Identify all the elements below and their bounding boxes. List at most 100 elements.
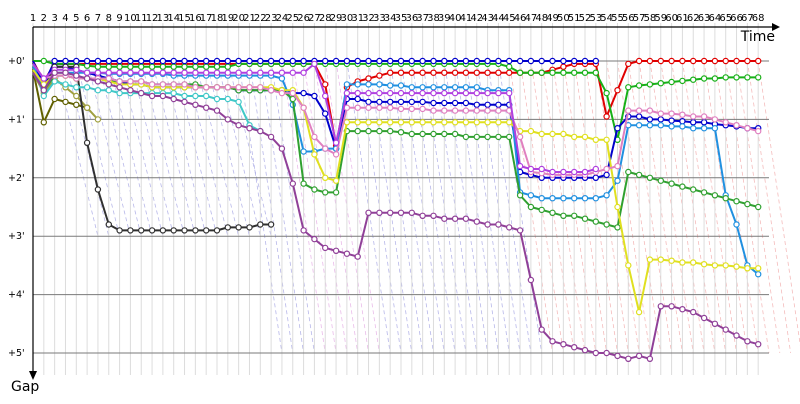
data-point xyxy=(441,57,448,65)
data-point xyxy=(202,84,210,91)
data-point xyxy=(408,84,415,91)
data-point xyxy=(354,89,361,97)
data-point xyxy=(397,119,405,126)
x-tick-label: 27 xyxy=(308,13,321,24)
data-point xyxy=(181,227,188,234)
x-tick-label: 18 xyxy=(211,13,224,24)
x-tick-label: 53 xyxy=(589,13,602,24)
data-point xyxy=(376,104,383,111)
data-point xyxy=(408,98,415,106)
x-tick-label: 33 xyxy=(373,13,386,24)
data-point xyxy=(668,123,675,130)
data-point xyxy=(387,98,394,106)
data-point xyxy=(51,78,58,85)
data-point xyxy=(192,101,199,109)
data-point xyxy=(560,57,567,65)
data-point xyxy=(419,212,426,219)
data-point xyxy=(679,111,686,118)
data-point xyxy=(387,209,394,216)
data-point xyxy=(170,63,177,71)
data-point xyxy=(755,57,762,65)
data-point xyxy=(289,69,296,76)
data-point xyxy=(213,227,221,234)
data-point xyxy=(603,171,610,179)
data-point xyxy=(94,78,102,85)
data-point xyxy=(614,224,621,231)
data-point xyxy=(40,75,48,82)
data-point xyxy=(159,63,167,71)
data-point xyxy=(408,57,415,65)
x-tick-label: 16 xyxy=(189,13,202,24)
data-point xyxy=(289,89,296,97)
data-point xyxy=(690,186,697,193)
data-point xyxy=(192,227,199,234)
data-point xyxy=(332,151,340,158)
data-point xyxy=(657,121,665,129)
data-point xyxy=(137,57,145,65)
data-point xyxy=(127,227,134,234)
data-point xyxy=(506,133,513,141)
x-tick-label: 42 xyxy=(470,13,483,24)
data-point xyxy=(354,127,361,135)
data-point xyxy=(625,60,632,68)
timing-guide-line xyxy=(746,60,792,354)
x-tick-label: 41 xyxy=(460,13,473,24)
data-point xyxy=(116,57,123,65)
data-point xyxy=(451,119,459,126)
data-point xyxy=(40,92,48,100)
data-point xyxy=(365,57,372,65)
data-point xyxy=(700,124,708,132)
data-point xyxy=(495,221,502,228)
data-point xyxy=(311,186,318,193)
data-point xyxy=(202,69,210,76)
data-point xyxy=(538,130,545,138)
data-point xyxy=(538,326,545,333)
data-point xyxy=(733,74,740,81)
x-tick-label: 51 xyxy=(568,13,581,24)
series-line-group xyxy=(32,60,600,176)
data-point xyxy=(235,224,242,231)
series-lines xyxy=(32,57,762,362)
x-tick-label: 22 xyxy=(254,13,267,24)
data-point xyxy=(571,57,578,65)
data-point xyxy=(116,63,123,71)
data-point xyxy=(733,121,740,129)
data-point xyxy=(581,194,589,202)
x-tick-label: 9 xyxy=(116,13,122,24)
data-point xyxy=(679,57,686,65)
data-point xyxy=(592,69,600,76)
data-point xyxy=(137,69,145,76)
data-point xyxy=(224,224,231,231)
data-point xyxy=(495,69,502,76)
data-point xyxy=(192,84,199,91)
data-point xyxy=(419,119,426,126)
data-point xyxy=(668,57,675,65)
data-point xyxy=(473,69,480,76)
data-point xyxy=(679,117,686,125)
data-point xyxy=(625,355,632,362)
data-point xyxy=(202,57,210,65)
x-tick-label: 56 xyxy=(622,13,635,24)
data-point xyxy=(744,124,751,132)
data-point xyxy=(690,259,697,266)
data-point xyxy=(592,218,600,225)
data-point xyxy=(722,194,729,202)
data-point xyxy=(94,69,102,76)
data-point xyxy=(571,212,578,219)
data-point xyxy=(181,81,188,88)
data-point xyxy=(722,326,729,333)
data-point xyxy=(278,57,286,65)
x-tick-label: 32 xyxy=(362,13,375,24)
data-point xyxy=(657,177,665,184)
data-point xyxy=(40,57,48,65)
data-point xyxy=(311,151,318,158)
data-point xyxy=(462,215,470,222)
data-point xyxy=(679,306,686,313)
data-point xyxy=(246,224,253,231)
data-point xyxy=(83,57,91,65)
data-point xyxy=(538,69,545,76)
data-point xyxy=(451,99,459,107)
x-tick-label: 54 xyxy=(600,13,613,24)
x-tick-label: 26 xyxy=(297,13,310,24)
